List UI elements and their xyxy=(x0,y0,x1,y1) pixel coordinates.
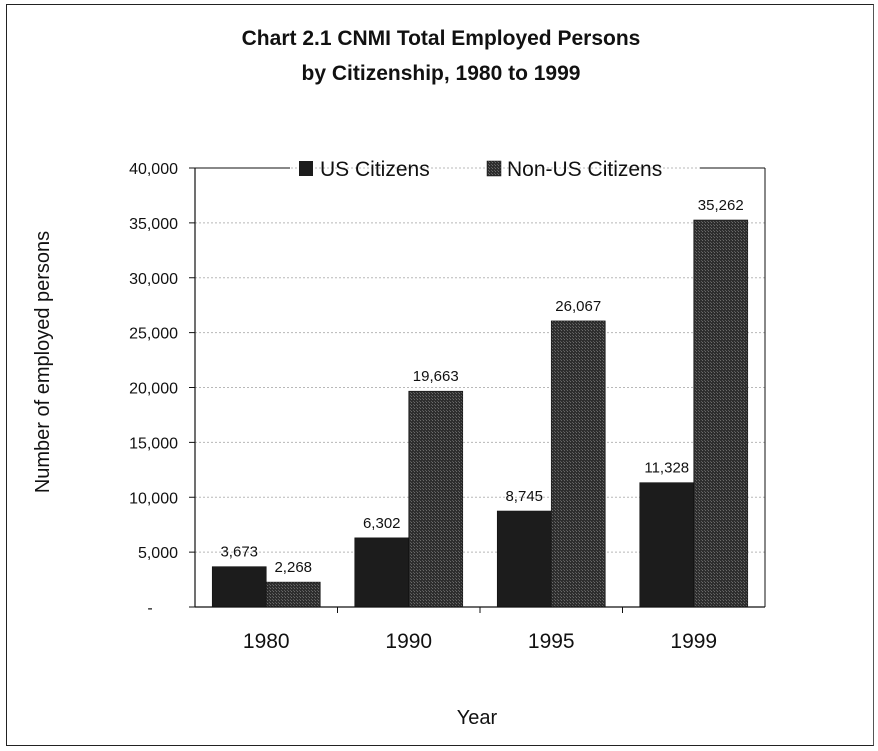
bar-us-citizens xyxy=(639,482,695,608)
y-axis-label: Number of employed persons xyxy=(32,231,54,493)
chart-title: Chart 2.1 CNMI Total Employed Persons xyxy=(242,27,641,50)
bar-non-us-citizens xyxy=(550,320,606,608)
x-tick-label: 1980 xyxy=(243,630,290,653)
legend-label-us-citizens: US Citizens xyxy=(320,158,430,181)
bar-non-us-citizens xyxy=(408,390,464,608)
y-tick-label: 25,000 xyxy=(129,326,178,343)
x-tick-labels: 1980 1990 1995 1999 xyxy=(243,630,717,653)
y-tick-label: 10,000 xyxy=(129,490,178,507)
data-label: 6,302 xyxy=(363,515,401,532)
data-label: 3,673 xyxy=(220,544,258,561)
data-label: 11,328 xyxy=(644,460,689,477)
y-tick-label: 15,000 xyxy=(129,435,178,452)
gridlines xyxy=(189,167,765,608)
x-axis-label: Year xyxy=(457,707,498,729)
y-tick-label: 35,000 xyxy=(129,216,178,233)
x-tick-label: 1995 xyxy=(528,630,575,653)
axes xyxy=(194,167,766,613)
y-tick-label: 20,000 xyxy=(129,381,178,398)
data-labels: 3,673 2,268 6,302 19,663 8,745 26,067 11,328 35… xyxy=(220,197,743,576)
chart-subtitle: by Citizenship, 1980 to 1999 xyxy=(302,62,581,85)
legend-swatch-non-us-citizens xyxy=(486,160,502,177)
y-tick-labels: - 5,000 10,000 15,000 20,000 25,000 30,000 35,0… xyxy=(129,161,178,617)
x-tick-label: 1999 xyxy=(670,630,717,653)
bar-non-us-citizens xyxy=(693,219,749,608)
bar-us-citizens xyxy=(211,566,267,608)
legend-label-non-us-citizens: Non-US Citizens xyxy=(507,158,662,181)
bar-non-us-citizens xyxy=(265,581,321,608)
data-label: 2,268 xyxy=(274,559,312,576)
y-tick-label: - xyxy=(147,600,152,617)
data-label: 35,262 xyxy=(698,197,744,214)
y-tick-label: 30,000 xyxy=(129,271,178,288)
x-tick-label: 1990 xyxy=(385,630,432,653)
bars xyxy=(211,219,749,608)
legend: US Citizens Non-US Citizens xyxy=(299,158,662,181)
data-label: 19,663 xyxy=(413,368,459,385)
bar-us-citizens xyxy=(496,510,552,608)
y-tick-label: 5,000 xyxy=(138,545,178,562)
y-tick-label: 40,000 xyxy=(129,161,178,178)
data-label: 8,745 xyxy=(505,488,543,505)
data-label: 26,067 xyxy=(555,298,601,315)
bar-us-citizens xyxy=(354,537,410,608)
legend-swatch-us-citizens xyxy=(299,161,313,176)
